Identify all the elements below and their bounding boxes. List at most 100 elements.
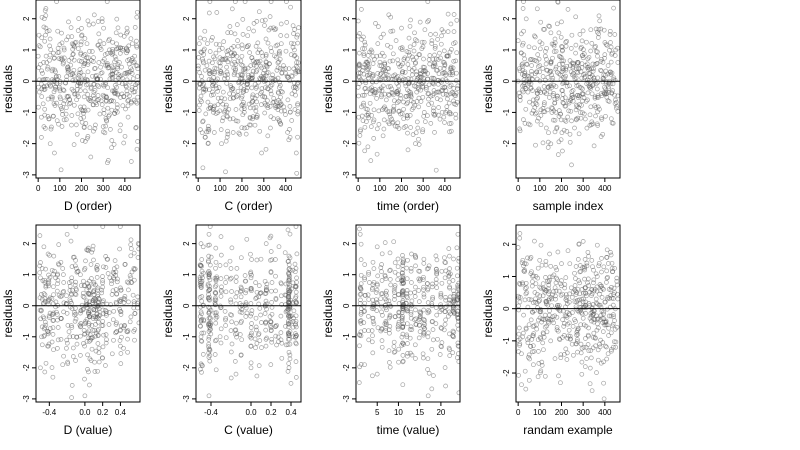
scatter-point	[45, 96, 51, 102]
x-tick-label: 100	[373, 184, 387, 193]
scatter-point	[576, 105, 582, 111]
scatter-point	[225, 128, 230, 134]
scatter-point	[434, 89, 439, 95]
scatter-point	[263, 343, 269, 349]
scatter-point	[112, 88, 118, 93]
scatter-point	[561, 101, 567, 106]
scatter-point	[295, 32, 300, 38]
scatter-point	[81, 341, 86, 346]
scatter-point	[560, 148, 565, 154]
scatter-point	[598, 91, 604, 96]
scatter-point	[389, 90, 395, 95]
scatter-point	[421, 261, 427, 266]
scatter-point	[577, 291, 583, 297]
scatter-point	[268, 83, 274, 89]
scatter-point	[416, 299, 422, 304]
scatter-point	[101, 41, 107, 46]
scatter-point	[394, 89, 399, 94]
scatter-point	[288, 52, 294, 57]
scatter-point	[115, 276, 120, 282]
scatter-point	[283, 309, 289, 315]
scatter-point	[565, 114, 571, 120]
scatter-point	[573, 14, 579, 20]
scatter-point	[227, 91, 232, 97]
scatter-point	[210, 83, 216, 89]
scatter-point	[91, 257, 96, 263]
y-tick-label: 2	[502, 242, 511, 247]
y-tick-label: -1	[22, 333, 31, 341]
scatter-point	[448, 128, 454, 134]
scatter-point	[416, 288, 422, 293]
scatter-point	[86, 284, 92, 289]
scatter-point	[421, 284, 426, 290]
scatter-point	[264, 64, 270, 70]
scatter-point	[232, 359, 238, 364]
scatter-point	[388, 267, 393, 273]
y-tick-label: -3	[182, 171, 191, 179]
scatter-point	[538, 285, 544, 291]
scatter-point	[72, 91, 78, 97]
scatter-point	[556, 303, 562, 308]
scatter-point	[108, 302, 113, 307]
scatter-point	[239, 62, 244, 68]
scatter-point	[213, 297, 219, 303]
scatter-point	[268, 114, 274, 120]
scatter-point	[455, 273, 460, 279]
y-tick-label: -2	[22, 140, 31, 148]
scatter-point	[248, 325, 254, 330]
scatter-point	[45, 329, 51, 334]
scatter-point	[551, 272, 557, 278]
scatter-point	[69, 113, 75, 118]
scatter-point	[394, 124, 400, 129]
scatter-point	[294, 275, 299, 281]
scatter-point	[93, 122, 98, 128]
scatter-point	[607, 47, 612, 53]
scatter-point	[405, 351, 410, 356]
scatter-point	[197, 102, 202, 108]
scatter-point	[85, 62, 91, 67]
scatter-point	[277, 99, 283, 105]
scatter-point	[54, 0, 59, 4]
scatter-point	[37, 270, 43, 276]
scatter-point	[587, 315, 593, 321]
scatter-point	[121, 34, 127, 39]
scatter-point	[392, 290, 397, 295]
scatter-point	[47, 252, 52, 258]
scatter-point	[560, 47, 565, 53]
scatter-point	[262, 17, 268, 23]
scatter-point	[417, 71, 423, 76]
scatter-point	[58, 56, 64, 62]
scatter-point	[613, 344, 619, 350]
scatter-point	[395, 326, 401, 332]
scatter-point	[542, 53, 548, 59]
scatter-point	[38, 365, 43, 371]
scatter-point	[418, 87, 423, 93]
scatter-point	[100, 318, 106, 324]
x-axis-title: C (order)	[224, 199, 272, 213]
scatter-point	[400, 61, 406, 67]
scatter-point	[212, 302, 218, 307]
scatter-point	[211, 105, 216, 110]
scatter-point	[132, 337, 137, 343]
scatter-point	[579, 287, 585, 292]
scatter-point	[573, 276, 578, 281]
scatter-point	[612, 97, 618, 103]
scatter-point	[43, 13, 49, 18]
scatter-point	[447, 84, 453, 89]
scatter-point	[388, 84, 393, 89]
scatter-point	[71, 254, 77, 260]
scatter-point	[589, 388, 595, 394]
scatter-point	[411, 99, 416, 105]
scatter-point	[454, 297, 460, 303]
scatter-point	[517, 94, 523, 100]
scatter-point	[356, 93, 361, 99]
scatter-point	[263, 241, 269, 246]
y-tick-label: 2	[342, 241, 351, 246]
scatter-point	[38, 307, 44, 313]
scatter-point	[256, 363, 262, 368]
scatter-point	[357, 133, 363, 138]
scatter-point	[361, 65, 367, 70]
scatter-point	[582, 74, 588, 79]
scatter-point	[367, 91, 373, 97]
scatter-point	[102, 81, 108, 87]
